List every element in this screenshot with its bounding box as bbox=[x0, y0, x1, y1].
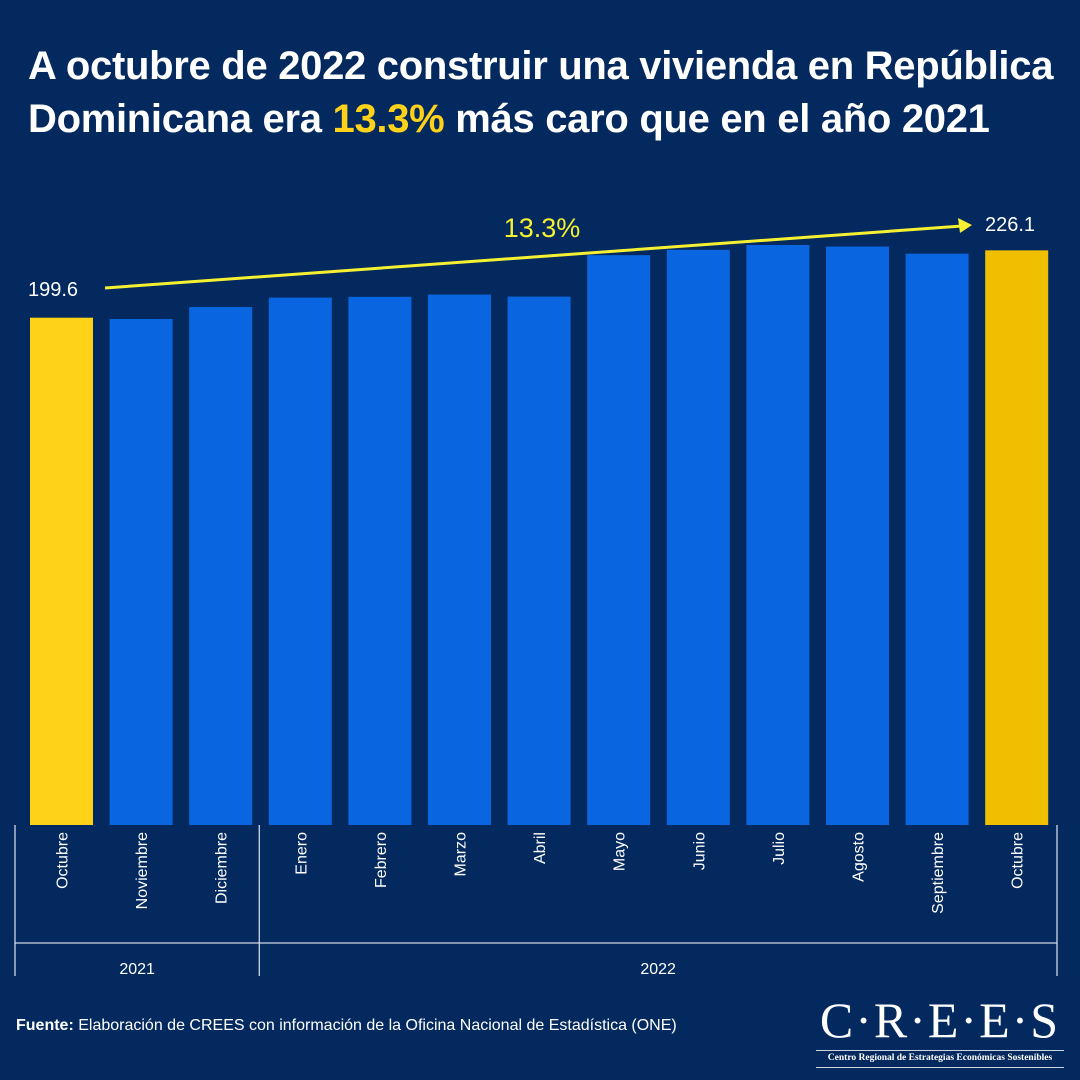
title-highlight: 13.3% bbox=[332, 97, 445, 141]
x-tick-label: Octubre bbox=[1010, 832, 1027, 889]
bar-junio-8 bbox=[666, 249, 730, 826]
x-tick-label: Abril bbox=[532, 832, 549, 864]
title-text: A octubre de 2022 construir una vivienda… bbox=[28, 44, 1054, 141]
bar-febrero-4 bbox=[348, 296, 412, 825]
chart-title: A octubre de 2022 construir una vivienda… bbox=[28, 40, 1068, 146]
source-text: Elaboración de CREES con información de … bbox=[73, 1017, 677, 1034]
group-label-2022: 2022 bbox=[640, 961, 676, 978]
bar-chart: Octubre Noviembre Diciembre Enero Febrero Mar… bbox=[14, 213, 1058, 978]
bar-enero-3 bbox=[268, 297, 332, 826]
title-text-end: más caro que en el año 2021 bbox=[444, 97, 990, 141]
arrow-head-icon bbox=[958, 218, 972, 233]
logo-subtitle: Centro Regional de Estrategias Económica… bbox=[827, 1053, 1053, 1063]
x-tick-label: Enero bbox=[293, 832, 310, 875]
data-label-last: 226.1 bbox=[985, 214, 1035, 236]
x-tick-label: Octubre bbox=[55, 832, 72, 889]
data-label-first: 199.6 bbox=[28, 279, 78, 301]
source-label: Fuente: bbox=[16, 1017, 74, 1034]
bar-agosto-10 bbox=[826, 246, 889, 826]
x-tick-label: Agosto bbox=[851, 832, 868, 882]
x-tick-label: Junio bbox=[691, 832, 708, 870]
group-label-2021: 2021 bbox=[119, 961, 155, 978]
bar-julio-9 bbox=[746, 245, 810, 825]
bar-noviembre-1 bbox=[109, 318, 173, 825]
bar-septiembre-11 bbox=[905, 253, 969, 825]
x-tick-label: Marzo bbox=[453, 832, 470, 877]
bar-octubre-0 bbox=[30, 317, 93, 825]
bar-abril-6 bbox=[507, 296, 571, 825]
x-tick-label: Febrero bbox=[373, 832, 390, 888]
bar-marzo-5 bbox=[428, 294, 491, 825]
x-tick-label: Julio bbox=[771, 832, 788, 865]
x-tick-label: Noviembre bbox=[134, 832, 151, 909]
x-tick-label: Septiembre bbox=[930, 832, 947, 914]
logo-main: C·R·E·E·S bbox=[819, 992, 1061, 1048]
crees-logo: C·R·E·E·S Centro Regional de Estrategias… bbox=[812, 994, 1068, 1070]
x-tick-label: Mayo bbox=[612, 832, 629, 871]
bar-octubre-12 bbox=[985, 250, 1049, 826]
bar-mayo-7 bbox=[587, 255, 651, 825]
x-tick-label: Diciembre bbox=[214, 832, 231, 904]
growth-annotation: 13.3% bbox=[504, 213, 581, 243]
growth-arrow-line bbox=[104, 224, 963, 290]
source-note: Fuente: Elaboración de CREES con informa… bbox=[16, 1017, 677, 1035]
bar-diciembre-2 bbox=[189, 307, 253, 825]
